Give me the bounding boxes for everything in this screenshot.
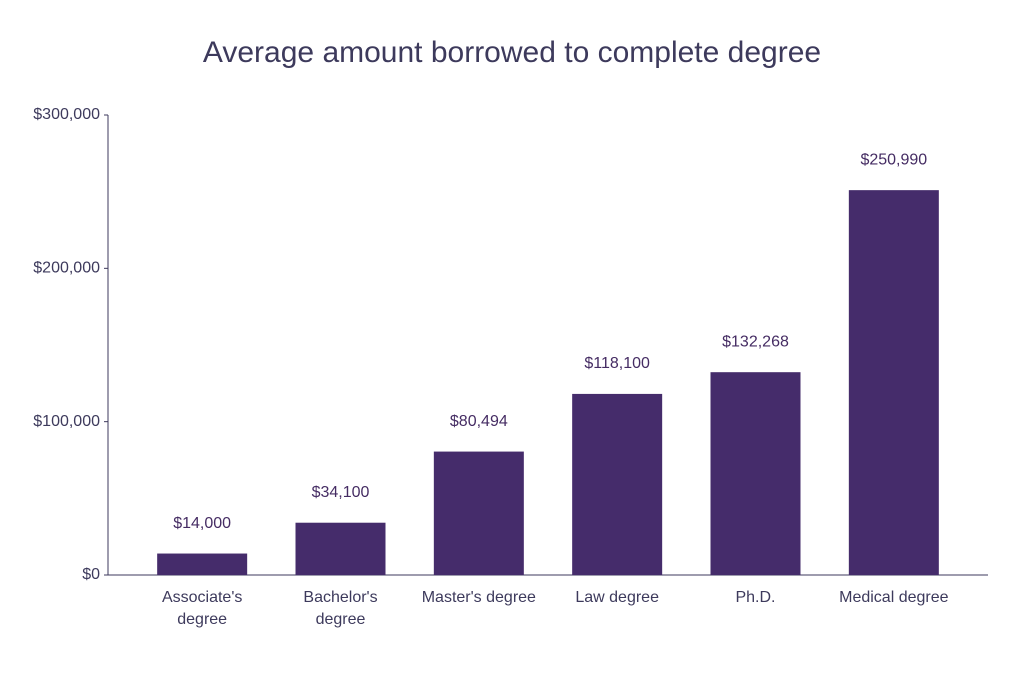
x-tick-label: Law degree: [575, 589, 659, 606]
y-tick-label: $200,000: [33, 260, 100, 277]
y-tick-label: $100,000: [33, 413, 100, 430]
bar: [157, 553, 248, 575]
bar: [710, 372, 801, 575]
chart-title: Average amount borrowed to complete degr…: [203, 36, 821, 69]
bar: [433, 451, 524, 575]
bar: [848, 190, 939, 575]
value-label: $132,268: [722, 333, 789, 350]
value-label: $250,990: [860, 151, 927, 168]
x-tick-label: Medical degree: [839, 589, 949, 606]
x-tick-label: Bachelor's degree: [303, 589, 377, 628]
value-label: $118,100: [584, 355, 650, 372]
x-tick-label: Master's degree: [422, 589, 536, 606]
x-tick-label: Associate's degree: [162, 589, 242, 628]
bar: [572, 393, 663, 575]
y-tick-label: $300,000: [33, 106, 100, 123]
value-label: $34,100: [312, 484, 370, 501]
bar: [295, 522, 386, 575]
x-tick-label: Ph.D.: [735, 589, 775, 606]
value-label: $14,000: [173, 515, 231, 532]
value-label: $80,494: [450, 413, 508, 430]
y-tick-label: $0: [82, 566, 100, 583]
